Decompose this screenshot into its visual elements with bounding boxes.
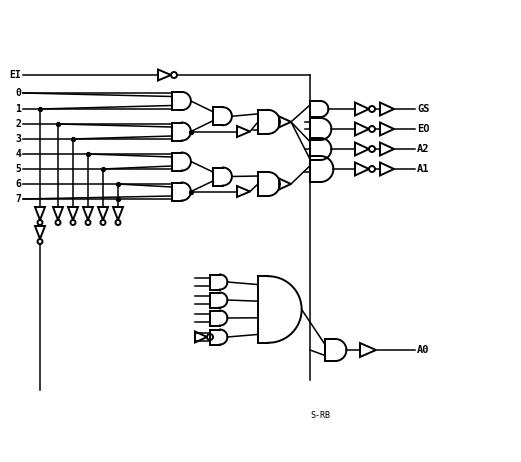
Text: GS: GS xyxy=(417,104,429,114)
Text: EO: EO xyxy=(417,124,429,134)
Text: 2: 2 xyxy=(15,119,21,129)
Text: 7: 7 xyxy=(15,194,21,204)
Text: 0: 0 xyxy=(15,88,21,98)
Text: A0: A0 xyxy=(417,345,429,355)
Text: 3: 3 xyxy=(15,134,21,144)
Text: 1: 1 xyxy=(15,104,21,114)
Text: 4: 4 xyxy=(15,149,21,159)
Text: A2: A2 xyxy=(417,144,429,154)
Text: EI: EI xyxy=(9,70,21,80)
Text: 5: 5 xyxy=(15,164,21,174)
Text: S-RB: S-RB xyxy=(310,411,330,419)
Text: A1: A1 xyxy=(417,164,429,174)
Text: 6: 6 xyxy=(15,179,21,189)
